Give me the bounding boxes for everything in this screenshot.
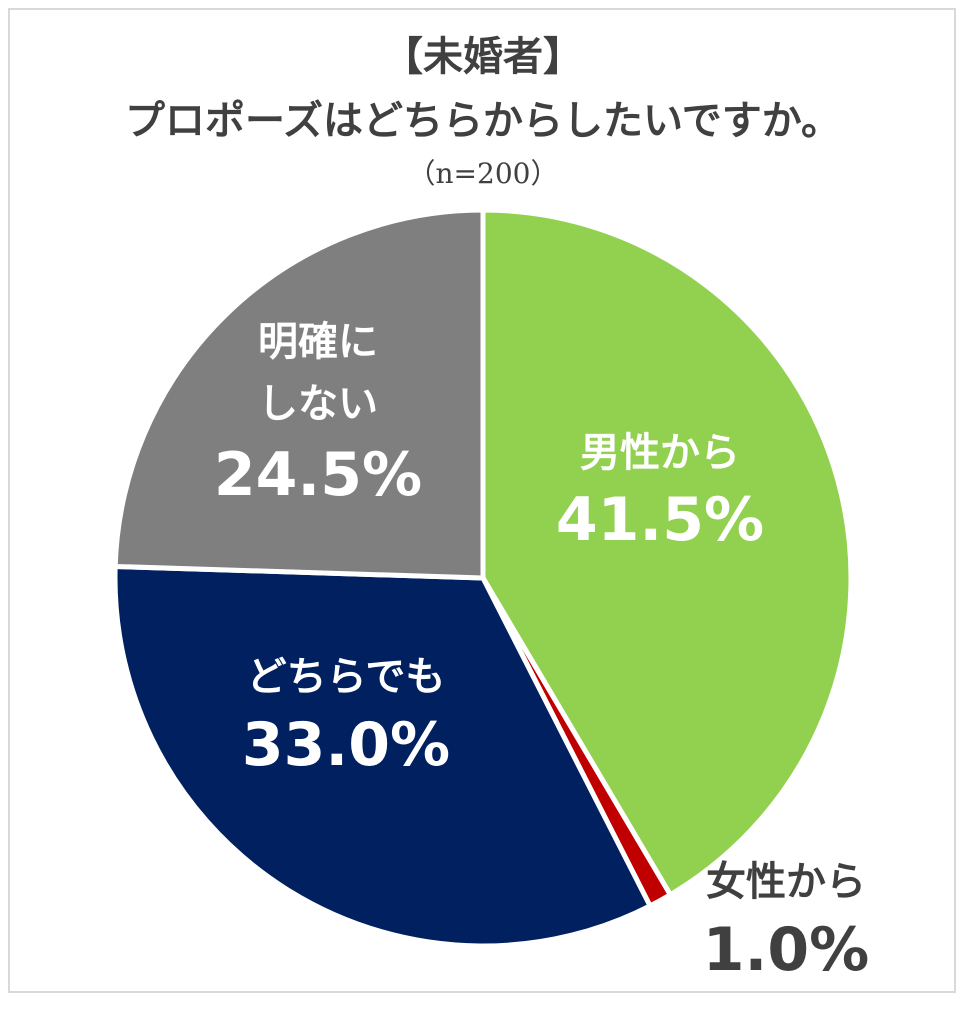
- chart-sample-size: （n=200）: [407, 157, 559, 190]
- slice-label-1: 女性から: [706, 859, 866, 905]
- slice-value-1: 1.0%: [703, 915, 869, 985]
- chart-title-line2: プロポーズはどちらからしたいですか。: [125, 98, 841, 144]
- slice-label-3: 明確にしない: [258, 319, 378, 427]
- pie-slice-3: [112, 207, 486, 581]
- pie-slice-0: [480, 207, 854, 898]
- slice-value-2: 33.0%: [242, 710, 450, 780]
- slice-value-0: 41.5%: [556, 485, 764, 555]
- pie-slice-2: [112, 563, 653, 949]
- slice-value-3: 24.5%: [214, 440, 422, 510]
- chart-title-line1: 【未婚者】: [383, 34, 583, 80]
- slice-label-2: どちらでも: [247, 654, 446, 700]
- slice-label-0: 男性から: [580, 430, 740, 476]
